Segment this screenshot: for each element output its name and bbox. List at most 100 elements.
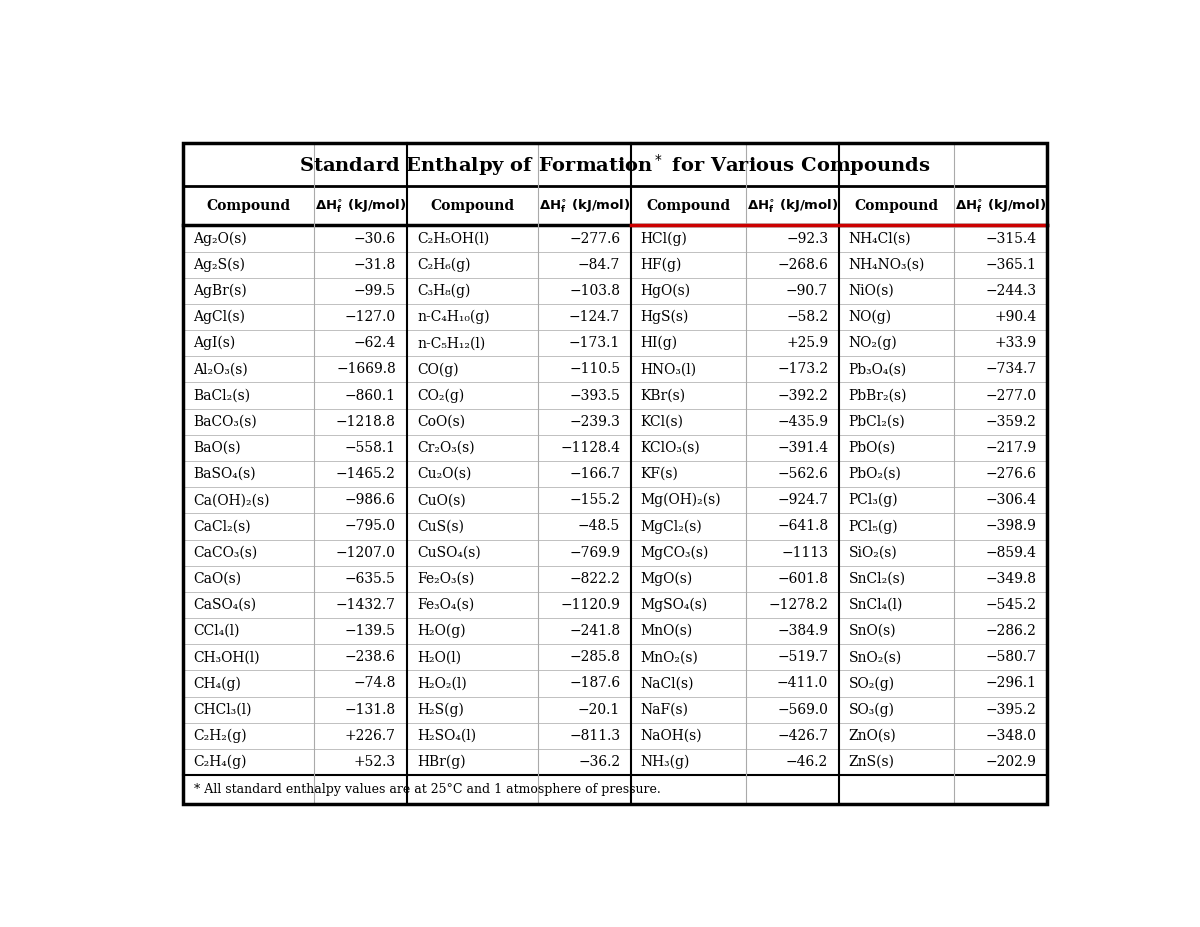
- Text: $\mathbf{\Delta H^{\circ}_{f}}$ $\mathbf{(kJ/mol)}$: $\mathbf{\Delta H^{\circ}_{f}}$ $\mathbf…: [314, 197, 406, 214]
- Text: −1120.9: −1120.9: [560, 598, 620, 612]
- Text: Ag₂S(s): Ag₂S(s): [193, 258, 245, 272]
- Bar: [182, 514, 1048, 540]
- Text: NaOH(s): NaOH(s): [641, 729, 702, 743]
- Text: PbO(s): PbO(s): [848, 441, 896, 455]
- Text: −811.3: −811.3: [569, 729, 620, 743]
- Text: −1432.7: −1432.7: [336, 598, 396, 612]
- Text: +226.7: +226.7: [344, 729, 396, 743]
- Text: −103.8: −103.8: [569, 284, 620, 298]
- Text: −1669.8: −1669.8: [336, 362, 396, 376]
- Text: KF(s): KF(s): [641, 467, 678, 481]
- Text: CuS(s): CuS(s): [418, 519, 464, 533]
- Text: KCl(s): KCl(s): [641, 414, 684, 429]
- Text: CO₂(g): CO₂(g): [418, 388, 464, 402]
- Bar: [182, 488, 1048, 514]
- Text: −306.4: −306.4: [985, 493, 1037, 507]
- Text: −348.0: −348.0: [985, 729, 1037, 743]
- Text: H₂O₂(l): H₂O₂(l): [418, 677, 467, 691]
- Text: HgO(s): HgO(s): [641, 284, 691, 298]
- Text: PbO₂(s): PbO₂(s): [848, 467, 901, 481]
- Text: CuO(s): CuO(s): [418, 493, 467, 507]
- Text: −635.5: −635.5: [344, 572, 396, 586]
- Text: Fe₂O₃(s): Fe₂O₃(s): [418, 572, 475, 586]
- Bar: [182, 461, 1048, 488]
- Text: −277.0: −277.0: [985, 388, 1037, 402]
- Text: NH₄NO₃(s): NH₄NO₃(s): [848, 258, 925, 272]
- Text: MgCO₃(s): MgCO₃(s): [641, 545, 709, 560]
- Text: −641.8: −641.8: [778, 519, 828, 533]
- Text: MnO₂(s): MnO₂(s): [641, 650, 698, 665]
- Text: MgO(s): MgO(s): [641, 572, 692, 586]
- Text: MgSO₄(s): MgSO₄(s): [641, 598, 708, 612]
- Text: −601.8: −601.8: [778, 572, 828, 586]
- Bar: [182, 565, 1048, 591]
- Text: −580.7: −580.7: [985, 650, 1037, 665]
- Bar: [182, 749, 1048, 775]
- Text: Ca(OH)₂(s): Ca(OH)₂(s): [193, 493, 270, 507]
- Text: CaO(s): CaO(s): [193, 572, 241, 586]
- Text: −562.6: −562.6: [778, 467, 828, 481]
- Text: NaF(s): NaF(s): [641, 703, 689, 717]
- Text: MgCl₂(s): MgCl₂(s): [641, 519, 702, 534]
- Text: −48.5: −48.5: [578, 519, 620, 533]
- Text: NO(g): NO(g): [848, 310, 892, 324]
- Text: H₂S(g): H₂S(g): [418, 703, 464, 717]
- Text: +25.9: +25.9: [786, 337, 828, 350]
- Text: −30.6: −30.6: [354, 232, 396, 246]
- Text: −769.9: −769.9: [569, 546, 620, 560]
- Text: −139.5: −139.5: [344, 624, 396, 638]
- Text: CH₄(g): CH₄(g): [193, 677, 241, 691]
- Text: n-C₄H₁₀(g): n-C₄H₁₀(g): [418, 310, 490, 324]
- Text: Compound: Compound: [647, 198, 731, 213]
- Text: −155.2: −155.2: [569, 493, 620, 507]
- Text: * All standard enthalpy values are at 25°C and 1 atmosphere of pressure.: * All standard enthalpy values are at 25…: [193, 782, 660, 796]
- Text: −1278.2: −1278.2: [768, 598, 828, 612]
- Text: $\mathbf{\Delta H^{\circ}_{f}}$ $\mathbf{(kJ/mol)}$: $\mathbf{\Delta H^{\circ}_{f}}$ $\mathbf…: [539, 197, 630, 214]
- Text: −268.6: −268.6: [778, 258, 828, 272]
- Text: −285.8: −285.8: [569, 650, 620, 665]
- Text: BaO(s): BaO(s): [193, 441, 241, 455]
- Text: −349.8: −349.8: [985, 572, 1037, 586]
- Text: −74.8: −74.8: [354, 677, 396, 691]
- Text: CaCl₂(s): CaCl₂(s): [193, 519, 251, 533]
- Text: NH₄Cl(s): NH₄Cl(s): [848, 232, 911, 246]
- Text: BaSO₄(s): BaSO₄(s): [193, 467, 256, 481]
- Text: Compound: Compound: [854, 198, 938, 213]
- Text: −411.0: −411.0: [778, 677, 828, 691]
- Text: −859.4: −859.4: [985, 546, 1037, 560]
- Text: −398.9: −398.9: [985, 519, 1037, 533]
- Text: −277.6: −277.6: [569, 232, 620, 246]
- Text: −99.5: −99.5: [354, 284, 396, 298]
- Text: Ag₂O(s): Ag₂O(s): [193, 232, 247, 246]
- Text: −173.2: −173.2: [778, 362, 828, 376]
- Text: Standard Enthalpy of Formation$^*$ for Various Compounds: Standard Enthalpy of Formation$^*$ for V…: [299, 152, 931, 178]
- Text: SnCl₂(s): SnCl₂(s): [848, 572, 906, 586]
- Text: −84.7: −84.7: [578, 258, 620, 272]
- Text: Fe₃O₄(s): Fe₃O₄(s): [418, 598, 475, 612]
- Text: −110.5: −110.5: [569, 362, 620, 376]
- Text: −241.8: −241.8: [569, 624, 620, 638]
- Text: CO(g): CO(g): [418, 362, 460, 376]
- Text: CCl₄(l): CCl₄(l): [193, 624, 240, 638]
- Bar: [182, 278, 1048, 304]
- Text: −395.2: −395.2: [985, 703, 1037, 717]
- Text: SnCl₄(l): SnCl₄(l): [848, 598, 904, 612]
- Bar: [182, 251, 1048, 278]
- Text: −20.1: −20.1: [578, 703, 620, 717]
- Text: −558.1: −558.1: [344, 441, 396, 455]
- Text: NH₃(g): NH₃(g): [641, 755, 690, 769]
- Text: CuSO₄(s): CuSO₄(s): [418, 546, 481, 560]
- Text: −238.6: −238.6: [344, 650, 396, 665]
- Text: Compound: Compound: [206, 198, 290, 213]
- Bar: [182, 225, 1048, 251]
- Text: −1113: −1113: [781, 546, 828, 560]
- Bar: [182, 330, 1048, 356]
- Text: H₂O(l): H₂O(l): [418, 650, 462, 665]
- Text: KBr(s): KBr(s): [641, 388, 685, 402]
- Text: −58.2: −58.2: [786, 310, 828, 324]
- Text: −393.5: −393.5: [569, 388, 620, 402]
- Text: −173.1: −173.1: [569, 337, 620, 350]
- Text: −924.7: −924.7: [778, 493, 828, 507]
- Text: HgS(s): HgS(s): [641, 310, 689, 324]
- Text: −986.6: −986.6: [344, 493, 396, 507]
